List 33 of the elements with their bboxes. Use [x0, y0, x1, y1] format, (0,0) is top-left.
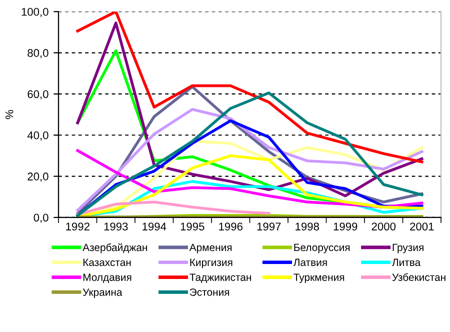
- line-series: [76, 200, 270, 216]
- legend-label: Белоруссия: [294, 244, 350, 254]
- legend-label: Эстония: [190, 288, 230, 296]
- legend-label: Казахстан: [83, 258, 131, 266]
- y-tick-label: 40,0: [27, 131, 48, 141]
- y-tick-label: 0,0: [34, 214, 48, 223]
- legend-label: Таджикистан: [190, 274, 251, 283]
- y-tick-label: 100,0: [22, 8, 48, 18]
- x-tick-label: 1992: [66, 222, 90, 230]
- x-tick-label: 1996: [219, 222, 242, 230]
- legend-label: Грузия: [392, 244, 424, 254]
- legend-label: Узбекистан: [392, 273, 446, 281]
- x-tick-label: 1994: [142, 222, 166, 230]
- x-tick-label: 2000: [372, 222, 396, 230]
- y-axis-title: %: [5, 110, 14, 120]
- legend-label: Армения: [189, 244, 232, 254]
- legend-label: Азербайджан: [82, 243, 147, 254]
- y-tick-label: 20,0: [28, 172, 48, 182]
- x-tick-label: 1995: [180, 222, 204, 230]
- line-series: [76, 12, 424, 164]
- legend-label: Латвия: [293, 258, 327, 266]
- x-tick-label: 1993: [104, 222, 128, 230]
- x-tick-label: 1997: [257, 222, 281, 230]
- legend-label: Туркмения: [294, 274, 344, 284]
- x-tick-label: 1998: [296, 222, 319, 230]
- y-tick-label: 80,0: [28, 49, 48, 58]
- x-tick-label: 1999: [334, 222, 358, 230]
- legend-label: Киргизия: [190, 258, 232, 268]
- legend-label: Литва: [392, 258, 421, 266]
- x-tick-label: 2001: [410, 222, 434, 230]
- legend-label: Украина: [82, 288, 122, 298]
- legend-label: Молдавия: [83, 274, 132, 283]
- y-tick-label: 60,0: [28, 90, 48, 100]
